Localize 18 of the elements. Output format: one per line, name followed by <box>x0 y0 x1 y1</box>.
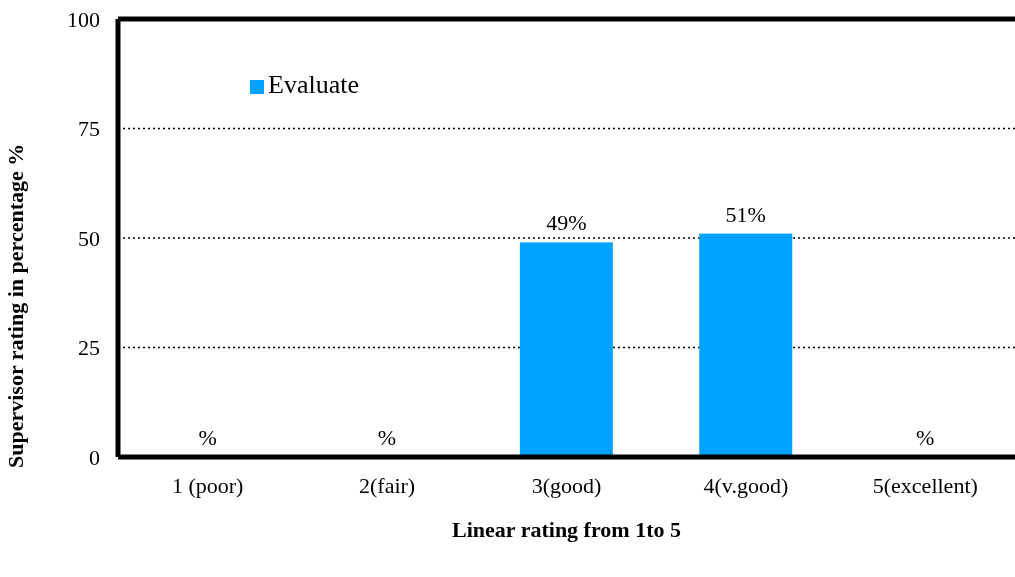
y-tick-label: 25 <box>78 335 100 361</box>
x-tick-label: 1 (poor) <box>171 472 244 498</box>
legend-label: Evaluate <box>268 70 359 99</box>
data-label: % <box>198 425 217 450</box>
y-tick-label: 50 <box>78 225 100 251</box>
data-label: % <box>377 425 397 450</box>
x-tick-label: 2(fair) <box>359 472 416 498</box>
y-tick-label: 75 <box>78 116 100 142</box>
y-axis-title: Supervisor rating in percentage % <box>2 143 28 468</box>
data-label: 49% <box>546 210 587 236</box>
data-label: % <box>915 425 935 450</box>
data-label: 51% <box>725 201 766 227</box>
y-tick-label: 0 <box>89 444 100 470</box>
y-tick-label: 100 <box>67 6 100 32</box>
x-axis-title: Linear rating from 1to 5 <box>452 517 681 542</box>
x-tick-label: 5(excellent) <box>872 472 978 498</box>
x-tick-label: 4(v.good) <box>703 472 789 498</box>
x-tick-label: 3(good) <box>531 472 602 498</box>
